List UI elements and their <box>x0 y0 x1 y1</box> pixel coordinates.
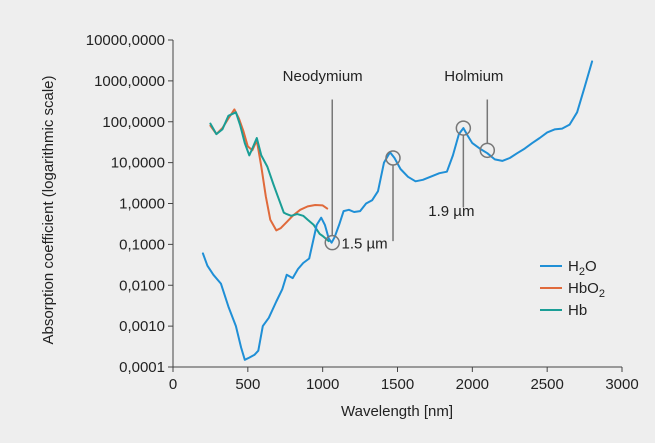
legend-label-hb: Hb <box>568 302 587 319</box>
legend-label-tail: O <box>585 258 597 275</box>
y-tick-label: 10,0000 <box>111 155 165 172</box>
series-lines <box>201 60 594 361</box>
y-axis-title: Absorption coefficient (logarithmic scal… <box>40 75 57 344</box>
legend-label-hbo2: HbO2 <box>568 280 605 300</box>
legend-label-main: Hb <box>568 302 587 319</box>
y-tick-label: 0,0001 <box>119 359 165 376</box>
x-tick-label: 500 <box>235 376 260 393</box>
x-tick-label: 1500 <box>381 376 414 393</box>
y-tick-label: 100,0000 <box>102 114 165 131</box>
x-tick-label: 1000 <box>306 376 339 393</box>
legend-label-main: H <box>568 258 579 275</box>
y-tick-label: 0,0010 <box>119 318 165 335</box>
y-tick-label: 1,0000 <box>119 196 165 213</box>
y-tick-label: 10000,0000 <box>86 32 165 49</box>
series-line-h2o <box>201 60 594 361</box>
legend-label-h2o: H2O <box>568 258 597 278</box>
annotation-label: Holmium <box>444 68 503 85</box>
y-tick-label: 0,0100 <box>119 277 165 294</box>
x-tick-label: 2000 <box>456 376 489 393</box>
x-tick-label: 0 <box>169 376 177 393</box>
y-tick-label: 0,1000 <box>119 236 165 253</box>
annotation-label: 1.9 µm <box>428 203 474 220</box>
legend-label-main: HbO <box>568 280 599 297</box>
x-axis-title: Wavelength [nm] <box>341 403 453 420</box>
annotation-label: 1.5 µm <box>341 235 387 252</box>
annotations: Neodymium 1.5 µm 1.9 µm Holmium <box>283 68 504 252</box>
x-tick-label: 3000 <box>605 376 638 393</box>
x-tick-label: 2500 <box>530 376 563 393</box>
series-line-hb <box>209 111 330 243</box>
ticks: 0 500 1000 1500 2000 2500 3000 0,0001 0,0010 0,01… <box>86 32 639 393</box>
legend-label-subscript: 2 <box>599 288 605 300</box>
legend-label-subscript: 2 <box>579 266 585 278</box>
y-tick-label: 1000,0000 <box>94 73 165 90</box>
annotation-label: Neodymium <box>283 68 363 85</box>
